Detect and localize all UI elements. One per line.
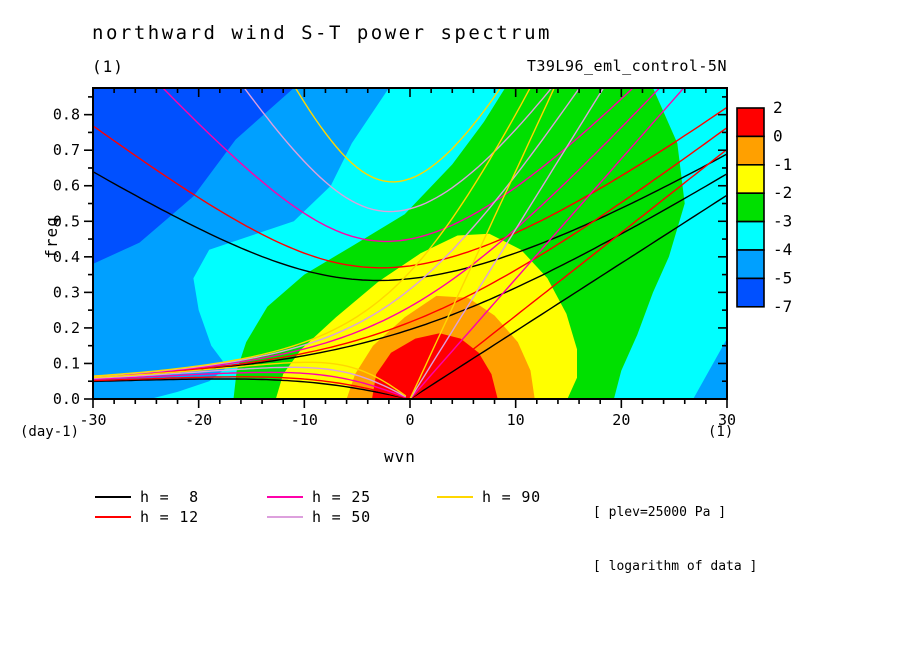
x-axis-title: wvn	[384, 447, 416, 466]
legend-label: h = 25	[312, 488, 371, 506]
legend-label: h = 50	[312, 508, 371, 526]
curve-kelvin-h8	[409, 194, 727, 399]
curve-equatorial-rossby-n1-h90	[93, 361, 407, 397]
curve-kelvin-h90	[409, 88, 555, 399]
axis-ticks	[84, 88, 728, 408]
legend-line-swatch	[95, 496, 131, 498]
colorbar-cell	[736, 192, 765, 223]
colorbar-cell	[736, 277, 765, 308]
legend-label: h = 8	[140, 488, 199, 506]
y-tick-label: 0.3	[53, 283, 80, 301]
y-tick-label: 0.6	[53, 177, 80, 195]
colorbar-label: 2	[773, 98, 783, 117]
legend-label: h = 90	[482, 488, 541, 506]
y-tick-label: 0.0	[53, 390, 80, 408]
legend-label: h = 12	[140, 508, 199, 526]
x-tick-label: -30	[79, 411, 106, 429]
curve-inertio-gravity-n1-h8	[93, 153, 727, 282]
curve-equatorial-rossby-n1-h12	[93, 376, 406, 399]
band_-5_-4_southeast	[693, 338, 727, 399]
y-tick-label: 0.1	[53, 354, 80, 372]
plev-annotation: [ plev=25000 Pa ]	[593, 505, 727, 520]
legend-line-swatch	[95, 516, 131, 518]
x-tick-label: -20	[185, 411, 212, 429]
curve-kelvin-h50	[409, 88, 605, 399]
y-tick-label: 0.5	[53, 212, 80, 230]
colorbar-cell	[736, 164, 765, 195]
colorbar-cell	[736, 135, 765, 166]
legend-line-swatch	[267, 516, 303, 518]
page-title: northward wind S-T power spectrum	[92, 22, 552, 44]
legend-line-swatch	[267, 496, 303, 498]
x-axis-unit-label: (1)	[708, 424, 734, 440]
legend-line-swatch	[437, 496, 473, 498]
curve-kelvin-h25	[409, 88, 685, 399]
x-tick-label: -10	[291, 411, 318, 429]
x-tick-label: 30	[718, 411, 736, 429]
y-tick-label: 0.7	[53, 141, 80, 159]
curve-inertio-gravity-n1-h50	[243, 88, 553, 213]
y-tick-label: 0.2	[53, 319, 80, 337]
colorbar-cell	[736, 249, 765, 280]
curve-mrg-eig-n0-h90	[93, 88, 531, 377]
curve-mrg-eig-n0-h12	[93, 127, 727, 378]
colorbar: 2 0 -1 -2 -3 -4 -5 -7	[736, 98, 792, 316]
figure-index-label: (1)	[92, 57, 124, 76]
y-axis-unit-label: (day-1)	[20, 424, 80, 440]
x-tick-label: 0	[405, 411, 414, 429]
colorbar-label: -3	[773, 212, 792, 231]
model-run-label: T39L96_eml_control-5N	[526, 57, 727, 75]
x-tick-label: 20	[612, 411, 630, 429]
curve-inertio-gravity-n1-h25	[161, 88, 634, 243]
y-tick-label: 0.8	[53, 106, 80, 124]
y-tick-label: 0.4	[53, 248, 80, 266]
band_0_2_red	[372, 333, 498, 399]
curve-equatorial-rossby-n1-h25	[93, 371, 407, 399]
colorbar-label: -1	[773, 155, 792, 174]
colorbar-cell	[736, 107, 765, 138]
annotation-block: [ plev=25000 Pa ] [ logarithm of data ]	[593, 468, 757, 612]
colorbar-label: 0	[773, 126, 783, 145]
colorbar-label: -7	[773, 297, 792, 316]
band_-7_-5_northwest	[93, 88, 294, 264]
curve-equatorial-rossby-n1-h8	[93, 378, 406, 399]
colorbar-label: -2	[773, 183, 792, 202]
colorbar-label: -4	[773, 240, 792, 259]
contour-bands	[93, 88, 727, 399]
curve-mrg-eig-n0-h25	[93, 88, 661, 378]
curve-kelvin-h12	[409, 148, 727, 399]
logarithm-annotation: [ logarithm of data ]	[593, 559, 758, 574]
colorbar-cell	[736, 220, 765, 251]
curve-inertio-gravity-n1-h90	[294, 88, 502, 183]
dispersion-curves	[93, 88, 727, 399]
curve-inertio-gravity-n1-h12	[93, 106, 727, 269]
x-tick-label: 10	[507, 411, 525, 429]
curve-equatorial-rossby-n1-h50	[93, 366, 407, 398]
colorbar-label: -5	[773, 268, 792, 287]
